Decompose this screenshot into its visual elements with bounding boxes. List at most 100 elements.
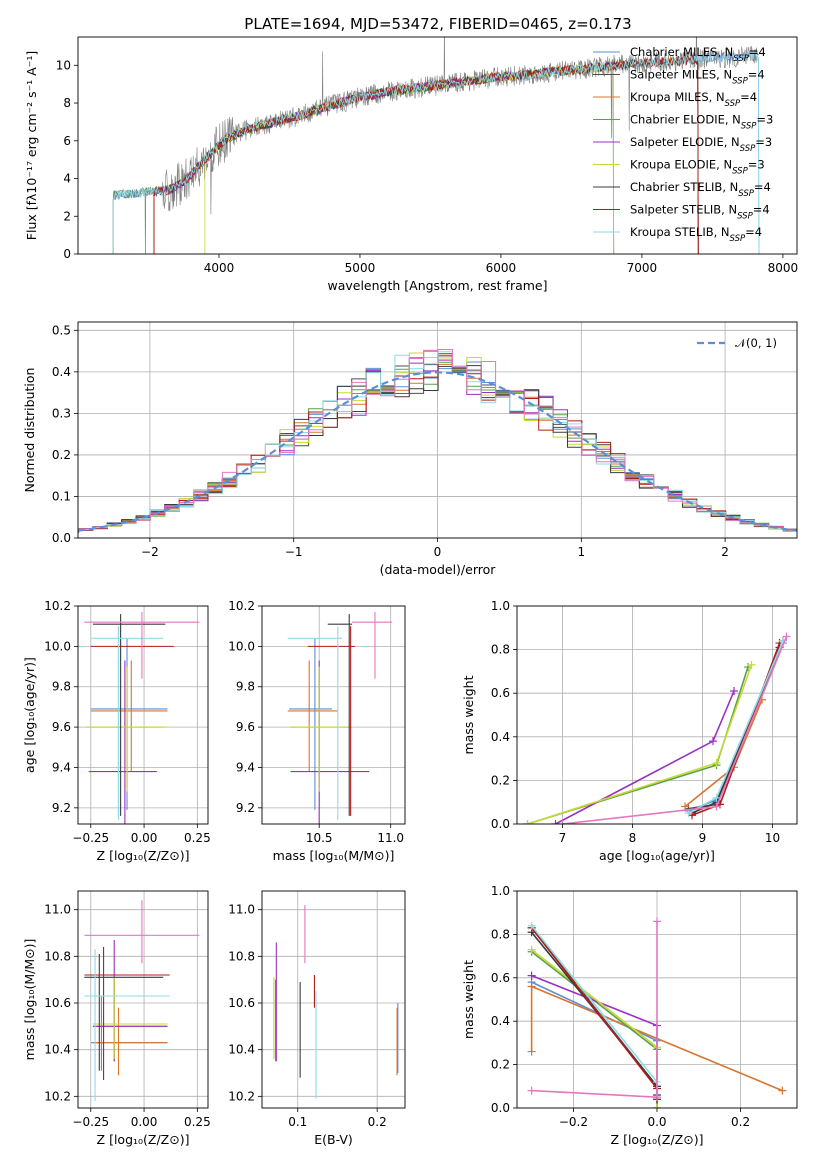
data-point: [527, 1086, 536, 1095]
axes-frame: [77, 605, 209, 825]
age-vs-mass-plot-area: [287, 612, 393, 824]
y-tick-label: 9.4: [236, 760, 255, 774]
mass-weight-vs-age-panel: 7 8 9 10 0.0 0.2 0.4 0.6 0.8 1.0 age [log₁₀(age/yr…: [461, 599, 798, 863]
axes-frame: [516, 890, 798, 1109]
axes-frame: [261, 605, 406, 825]
y-axis-label: age [log₁₀(age/yr)]: [22, 657, 37, 773]
x-tick-label: 5000: [345, 261, 376, 275]
data-point: [782, 632, 791, 641]
y-tick-label: 0.6: [491, 971, 510, 985]
y-tick-label: 0.6: [491, 686, 510, 700]
figure-title: PLATE=1694, MJD=53472, FIBERID=0465, z=0…: [244, 15, 631, 33]
y-tick-label: 10.0: [228, 639, 255, 653]
legend-entry: Salpeter ELODIE, NSSP=3: [630, 135, 772, 154]
y-tick-label: 9.4: [52, 760, 71, 774]
x-tick-label: 2: [721, 545, 729, 559]
mass-weight-vs-age-plot-area: [523, 632, 791, 824]
legend-entry: Kroupa ELODIE, NSSP=3: [630, 158, 765, 177]
axes-frame: [77, 321, 798, 539]
series-line: [531, 974, 658, 1108]
y-tick-label: 0.0: [491, 817, 510, 831]
mass-vs-Z-panel: −0.25 0.00 0.25 10.2 10.4 10.6 10.8 11.0 Z [log₁…: [22, 890, 211, 1147]
y-axis-label: mass [log₁₀(M/M⊙)]: [22, 939, 37, 1061]
x-axis-label: age [log₁₀(age/yr)]: [599, 848, 715, 863]
data-point: [730, 687, 738, 696]
legend-entry: Salpeter STELIB, NSSP=4: [630, 203, 770, 222]
y-tick-label: 10.6: [228, 996, 255, 1010]
data-point: [653, 1093, 661, 1102]
y-tick-label: 9.2: [236, 801, 255, 815]
y-tick-label: 10.4: [44, 1043, 71, 1057]
y-tick-label: 8: [63, 96, 71, 110]
series-line: [531, 948, 658, 1108]
x-tick-label: 6000: [486, 261, 517, 275]
data-point: [527, 982, 536, 991]
data-point: [551, 820, 560, 824]
axes-frame: [516, 605, 798, 825]
x-axis-label: Z [log₁₀(Z/Z⊙)]: [97, 1132, 190, 1147]
y-tick-label: 0.2: [52, 448, 71, 462]
y-tick-label: 10.8: [44, 949, 71, 963]
x-tick-label: 0.2: [731, 1115, 750, 1129]
y-tick-label: 11.0: [228, 903, 255, 917]
x-tick-label: 1: [577, 545, 585, 559]
x-tick-label: 11.0: [377, 831, 404, 845]
y-tick-label: 10.2: [228, 1089, 255, 1103]
mass-vs-EBV-panel: 0.1 0.2 10.2 10.4 10.6 10.8 11.0 E(B-V): [228, 890, 406, 1147]
y-tick-label: 0.5: [52, 323, 71, 337]
legend-entry: Kroupa MILES, NSSP=4: [630, 90, 757, 109]
y-tick-label: 0: [63, 247, 71, 261]
model-spectrum-line: [112, 51, 760, 254]
data-point: [681, 802, 689, 811]
y-tick-label: 1.0: [491, 599, 510, 613]
residual-histogram-panel: −2 −1 0 1 2 0.0 0.1 0.2 0.3 0.4 0.5 (data-model)/er…: [22, 321, 798, 577]
data-point: [712, 758, 721, 767]
data-point: [712, 802, 721, 811]
x-tick-label: −0.25: [72, 1115, 109, 1129]
age-vs-Z-panel: −0.25 0.00 0.25 9.2 9.4 9.6 9.8 10.0 10.2 Z [log₁…: [22, 599, 211, 863]
data-point: [527, 945, 536, 954]
x-tick-label: 0.1: [288, 1115, 307, 1129]
x-axis-label: mass [log₁₀(M/M⊙)]: [273, 848, 395, 863]
y-tick-label: 0.4: [491, 1014, 510, 1028]
x-tick-label: 7000: [627, 261, 658, 275]
y-tick-label: 10.8: [228, 949, 255, 963]
axes-frame: [261, 890, 406, 1109]
y-tick-label: 11.0: [44, 903, 71, 917]
data-point: [527, 1047, 536, 1056]
mass-weight-vs-Z-plot-area: [527, 917, 787, 1108]
y-axis-label: mass weight: [461, 675, 476, 754]
x-tick-label: 0.25: [184, 831, 211, 845]
y-tick-label: 10.4: [228, 1043, 255, 1057]
spectrum-plot-area: [112, 37, 760, 254]
x-axis-label: Z [log₁₀(Z/Z⊙)]: [611, 1132, 704, 1147]
x-tick-label: 8: [629, 831, 637, 845]
y-tick-label: 0.8: [491, 643, 510, 657]
data-point: [527, 921, 536, 930]
mass-vs-EBV-plot-area: [273, 905, 399, 1099]
data-point: [653, 917, 661, 926]
y-tick-label: 0.2: [491, 773, 510, 787]
mass-weight-vs-Z-panel: −0.2 0.0 0.2 0.0 0.2 0.4 0.6 0.8 1.0 Z [log₁₀(Z/Z…: [461, 884, 798, 1147]
y-tick-label: 0.2: [491, 1058, 510, 1072]
legend-entry: Chabrier MILES, NSSP=4: [630, 45, 766, 64]
residual-histogram-plot-area: [78, 349, 797, 533]
normal-curve: [78, 371, 797, 532]
y-tick-label: 9.8: [52, 680, 71, 694]
mass-vs-Z-plot-area: [84, 900, 200, 1101]
y-tick-label: 6: [63, 134, 71, 148]
legend-entry: Chabrier STELIB, NSSP=4: [630, 180, 771, 199]
y-tick-label: 10.2: [228, 599, 255, 613]
y-tick-label: 1.0: [491, 884, 510, 898]
histogram-step: [78, 349, 797, 532]
y-axis-label: Flux [fλ10⁻¹⁷ erg cm⁻² s⁻¹ A⁻¹]: [24, 51, 39, 240]
series-line: [530, 931, 658, 1100]
series-line: [691, 647, 781, 814]
x-axis-label: E(B-V): [314, 1132, 353, 1147]
y-tick-label: 9.6: [52, 720, 71, 734]
y-tick-label: 10.2: [44, 1089, 71, 1103]
data-point: [709, 737, 717, 746]
x-tick-label: 0.00: [131, 1115, 158, 1129]
y-tick-label: 0.0: [52, 531, 71, 545]
